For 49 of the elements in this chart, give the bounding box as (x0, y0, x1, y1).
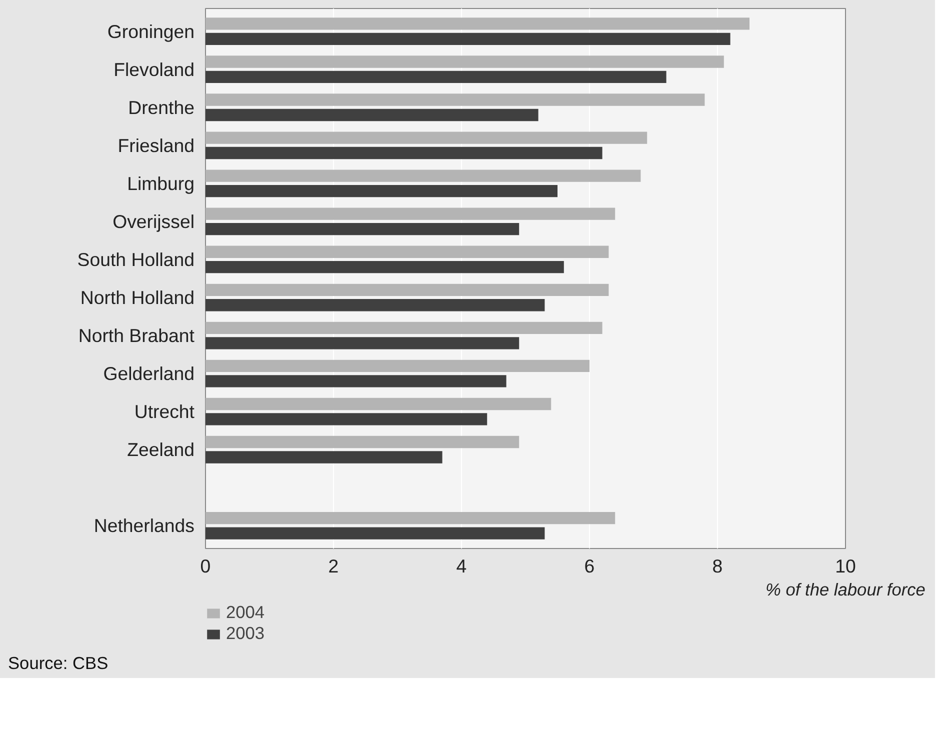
bar (206, 360, 590, 372)
bar (206, 56, 724, 68)
y-tick-label: Utrecht (134, 401, 196, 422)
bar (206, 322, 602, 334)
y-tick-label: Netherlands (94, 515, 195, 536)
bar (206, 108, 538, 122)
bar (206, 527, 545, 540)
bar (206, 398, 552, 410)
x-tick-label: 10 (835, 556, 856, 576)
y-tick-label: South Holland (77, 248, 194, 270)
bar (206, 208, 616, 220)
x-tick-label: 8 (712, 556, 723, 576)
y-tick-label: Zeeland (127, 439, 194, 460)
bar (206, 512, 616, 524)
bar (206, 70, 666, 84)
x-tick-label: 6 (584, 556, 595, 576)
bar (206, 375, 506, 388)
x-tick-label: 2 (328, 556, 339, 576)
y-tick-label: Drenthe (128, 96, 195, 118)
y-tick-label: Friesland (118, 134, 195, 156)
x-tick-label: 0 (200, 556, 211, 576)
y-tick-label: Groningen (107, 20, 194, 42)
y-tick-label: Limburg (127, 172, 195, 194)
y-tick-label: Flevoland (114, 58, 195, 80)
bar (206, 261, 564, 274)
bar (206, 413, 488, 426)
y-tick-label: Gelderland (103, 363, 195, 384)
legend-label: 2003 (226, 623, 265, 644)
y-tick-label: Overijssel (112, 210, 195, 232)
bar (206, 284, 609, 296)
bar (206, 246, 609, 258)
bar (206, 132, 648, 144)
bar (206, 184, 558, 198)
bar (206, 436, 520, 448)
x-axis-title: % of the labour force (766, 580, 926, 600)
bar (206, 18, 750, 30)
legend-label: 2004 (226, 602, 265, 623)
y-tick-label: North Brabant (78, 325, 196, 346)
bar (206, 299, 545, 312)
bar (206, 222, 520, 236)
bar (206, 146, 602, 160)
bar (206, 32, 730, 46)
x-tick-label: 4 (456, 556, 467, 576)
bar (206, 94, 705, 106)
y-tick-label: North Holland (80, 287, 195, 308)
bar (206, 337, 520, 350)
bar (206, 451, 442, 464)
bar (206, 170, 641, 182)
source-note: Source: CBS (8, 652, 108, 675)
